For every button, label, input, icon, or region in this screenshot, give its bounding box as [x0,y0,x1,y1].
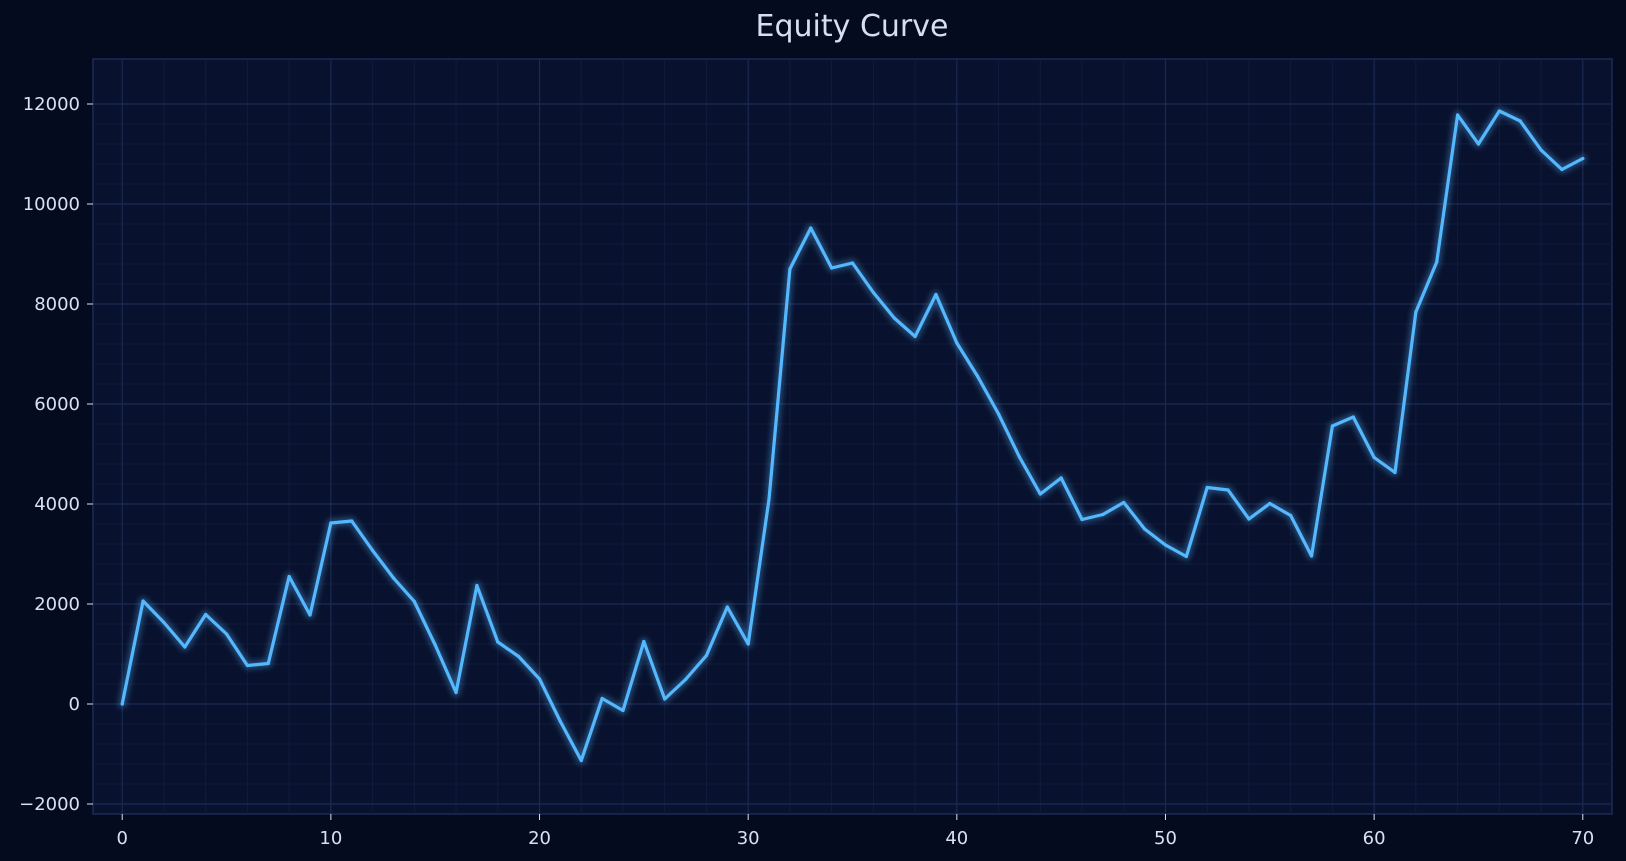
data-point [683,677,688,682]
data-point [725,605,729,609]
data-point [767,497,771,501]
y-tick-label: 12000 [23,94,80,115]
data-point [1497,109,1501,113]
data-point [892,316,896,320]
data-point [183,645,187,649]
y-tick-label: −2000 [19,794,80,815]
data-point [475,583,479,588]
data-point [558,719,562,724]
data-point [412,599,416,604]
data-point [224,632,229,636]
x-tick-label: 30 [737,828,760,849]
data-point [329,521,333,525]
data-point [204,612,208,617]
data-point [1205,485,1209,490]
data-point [809,226,813,230]
data-point [1393,470,1397,475]
data-point [642,639,646,644]
x-tick-label: 40 [945,828,968,849]
data-point [1560,167,1564,172]
data-point [1143,527,1147,531]
x-tick-label: 60 [1363,828,1386,849]
data-point [1184,554,1188,559]
x-tick-label: 20 [528,828,551,849]
data-point [1581,156,1585,161]
data-point [996,412,1001,416]
data-point [1226,488,1230,492]
major-grid [93,59,1612,814]
data-point [1330,424,1335,428]
data-point [120,702,124,706]
data-point [1435,260,1439,264]
y-tick-label: 6000 [34,394,80,415]
data-point [1351,415,1355,419]
y-tick-label: 0 [69,694,80,715]
data-point [850,261,855,265]
data-point [162,620,166,625]
data-point [871,290,875,295]
data-point [496,640,500,644]
data-point [1080,517,1084,522]
data-point [517,654,521,659]
data-point [579,758,583,763]
x-tick-label: 70 [1571,828,1594,849]
data-point [621,708,625,713]
data-point [308,613,312,617]
data-point [934,292,938,297]
data-point [1268,501,1272,506]
data-point [370,548,375,553]
y-tick-label: 10000 [23,194,80,215]
y-tick-label: 8000 [34,294,80,315]
data-point [746,642,750,646]
data-point [454,690,458,695]
chart-title: Equity Curve [756,9,949,44]
data-point [1038,492,1042,496]
data-point [1289,513,1293,518]
data-point [704,653,709,658]
data-point [350,519,354,523]
data-point [663,697,667,701]
data-point [1414,310,1418,314]
axis-ticks: 0 10 20 30 40 50 60 70 −2000 0 2000 4000 6000 8000 100… [19,94,1594,849]
data-point [1122,500,1126,505]
data-point [788,267,792,271]
data-point [433,643,437,647]
data-point [266,661,270,666]
x-tick-label: 50 [1154,828,1177,849]
data-point [913,334,917,339]
data-point [1059,476,1063,480]
data-point [391,576,396,580]
data-point [1539,148,1543,152]
minor-grid [93,59,1612,814]
data-point [1518,119,1522,123]
x-tick-label: 0 [116,828,127,849]
data-point [245,663,250,668]
data-point [1372,455,1376,460]
data-point [976,374,980,379]
data-point [287,574,291,579]
data-point [600,696,604,701]
data-point [1247,517,1251,521]
data-point [141,599,145,603]
data-point [537,677,542,681]
series-layer [118,107,1587,765]
y-tick-label: 2000 [34,594,80,615]
y-tick-label: 4000 [34,494,80,515]
data-point [1163,543,1168,547]
plot-area [92,58,1613,815]
data-point [1309,554,1314,558]
data-point [1017,455,1022,459]
data-point [830,266,834,270]
data-point [955,341,959,345]
x-tick-label: 10 [319,828,342,849]
data-point [1476,142,1481,146]
data-point [1101,512,1105,517]
data-point [1455,113,1460,117]
